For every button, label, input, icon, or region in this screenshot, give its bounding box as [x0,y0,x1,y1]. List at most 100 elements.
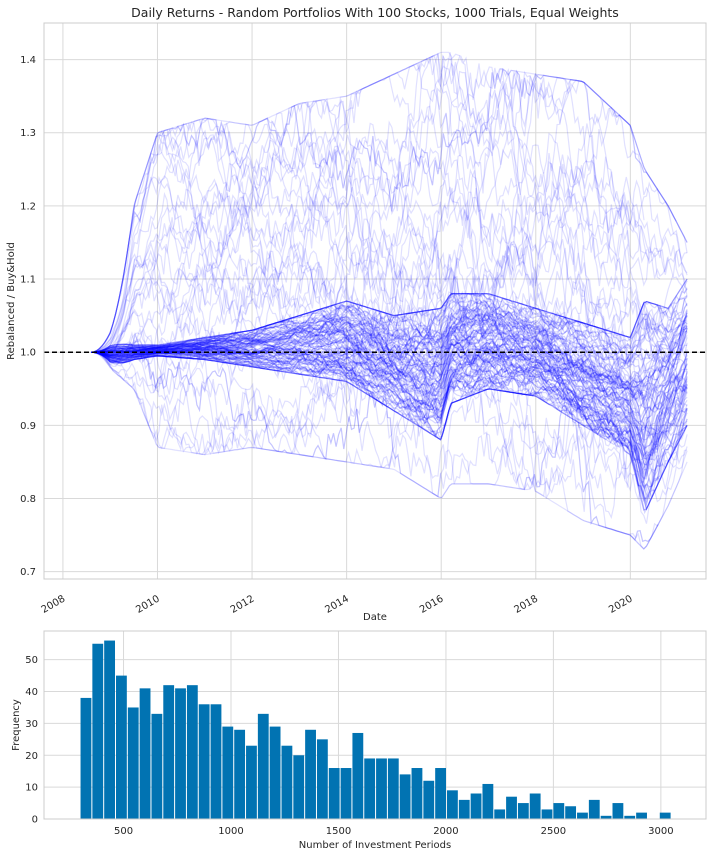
histogram-bar [411,768,423,819]
portfolio-line [91,68,688,353]
portfolio-line [91,321,688,390]
portfolio-line [91,278,688,353]
portfolio-line [91,334,688,425]
portfolio-line [91,305,688,389]
portfolio-line [91,137,648,353]
portfolio-line [91,231,688,490]
portfolio-line [91,52,677,353]
portfolio-line [91,188,684,466]
portfolio-line [91,320,688,466]
portfolio-line [91,297,622,357]
portfolio-line [91,351,688,441]
portfolio-line [91,293,677,353]
top-y-tick-label: 0.7 [20,567,36,578]
histogram-bar [423,780,435,819]
portfolio-line [91,247,688,443]
portfolio-line [91,348,688,459]
portfolio-line [91,300,688,503]
top-chart-y-ticks: 0.7 0.8 0.9 1.0 1.1 1.2 1.3 1.4 [20,55,36,578]
histogram-bar [565,806,577,819]
bottom-x-tick-label: 1000 [218,826,243,837]
portfolio-line [91,338,623,424]
portfolio-line [91,312,638,402]
portfolio-line [91,55,688,353]
top-chart-x-label: Date [363,612,387,623]
histogram-bar [163,685,175,819]
portfolio-line [91,344,688,499]
portfolio-line [91,297,655,482]
top-y-tick-label: 0.8 [20,494,36,505]
histogram-bar [470,793,482,819]
portfolio-line [91,336,688,511]
top-x-tick-label: 2008 [40,594,68,616]
histogram-bar [328,768,340,819]
portfolio-line [91,304,688,397]
histogram-bar [246,745,257,819]
portfolio-line [91,350,688,488]
portfolio-line [91,351,659,449]
histogram-bar [116,675,127,819]
portfolio-line [91,335,640,417]
bottom-chart-frame [43,630,707,820]
histogram-bar [447,790,458,819]
portfolio-line [91,225,688,477]
portfolio-line [91,351,688,475]
portfolio-line [91,293,688,353]
histogram-bar [175,688,186,819]
top-chart-title: Daily Returns - Random Portfolios With 1… [131,5,619,20]
portfolio-line [91,316,688,436]
portfolio-line [91,141,688,353]
histogram-bar [553,803,565,819]
histogram-bar [269,726,281,819]
portfolio-line [91,351,688,503]
portfolio-line [91,324,688,410]
histogram-bar [210,704,222,819]
portfolio-line [91,343,623,396]
portfolio-line [91,351,688,458]
histogram-bar [376,758,387,819]
portfolio-line [91,121,645,353]
histogram-bar [234,729,246,819]
top-chart-y-label: Rebalanced / Buy&Hold [6,242,17,360]
top-y-tick-label: 1.2 [20,201,36,212]
portfolio-line [91,351,688,500]
portfolio-line [91,312,688,443]
portfolio-line [91,297,688,353]
histogram-bar [612,803,624,819]
portfolio-line [91,53,661,353]
portfolio-line [91,345,688,437]
portfolio-line [91,292,620,402]
bottom-chart-bars [80,640,671,819]
portfolio-line [91,329,678,468]
histogram-bar [588,799,600,819]
portfolio-line [91,103,629,353]
histogram-bar [506,796,517,819]
portfolio-line [91,62,688,353]
portfolio-line [91,293,688,362]
portfolio-line [91,306,668,375]
portfolio-line [91,75,688,353]
bottom-y-tick-label: 20 [25,751,38,762]
portfolio-line [91,52,688,353]
histogram-bar [624,815,636,819]
histogram-bar [198,704,210,819]
portfolio-line [91,277,688,502]
top-y-tick-label: 1.0 [20,348,36,359]
portfolio-line [91,70,688,353]
histogram-bar [151,713,163,819]
portfolio-line [91,346,644,423]
portfolio-line [91,323,688,407]
bottom-y-tick-label: 50 [25,655,38,666]
histogram-bar [435,768,447,819]
histogram-bar [340,768,352,819]
portfolio-line [91,131,665,454]
portfolio-line [91,302,688,399]
histogram-bar [636,812,647,819]
histogram-bar [458,799,470,819]
portfolio-line [91,343,688,452]
portfolio-line [91,306,688,390]
top-x-tick-label: 2014 [323,594,351,616]
bottom-x-tick-label: 1500 [326,826,351,837]
portfolio-line [91,280,688,378]
